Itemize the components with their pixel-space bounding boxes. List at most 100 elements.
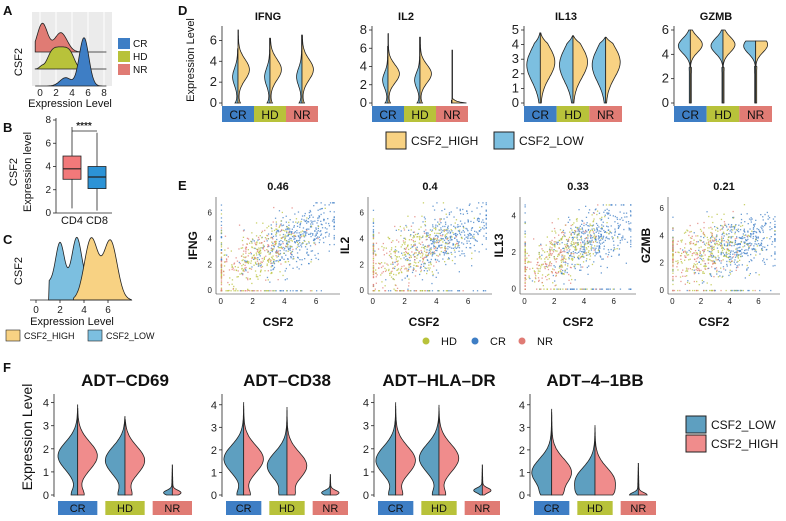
scatter-point bbox=[403, 252, 405, 254]
scatter-point bbox=[740, 237, 742, 239]
violin-f-ytick-1-3: 3 bbox=[211, 422, 217, 434]
scatter-point bbox=[220, 209, 223, 211]
scatter-point bbox=[573, 253, 575, 255]
scatter-point bbox=[430, 258, 432, 261]
scatter-point bbox=[576, 237, 578, 239]
scatter-point bbox=[430, 248, 432, 251]
scatter-point bbox=[403, 257, 405, 259]
scatter-point bbox=[285, 221, 287, 223]
scatter-point bbox=[582, 246, 584, 248]
scatter-point bbox=[717, 251, 720, 253]
scatter-point bbox=[223, 274, 225, 276]
scatter-point bbox=[735, 224, 737, 226]
scatter-point bbox=[574, 232, 576, 234]
scatter-points-cr bbox=[372, 202, 487, 292]
scatter-point bbox=[569, 255, 571, 257]
scatter-point bbox=[267, 279, 269, 281]
scatter-point bbox=[444, 225, 446, 228]
scatter-point bbox=[450, 235, 452, 237]
scatter-point bbox=[282, 229, 284, 231]
scatter-point bbox=[407, 290, 410, 292]
scatter-point bbox=[220, 276, 223, 278]
scatter-point bbox=[308, 254, 310, 256]
scatter-point bbox=[333, 217, 335, 219]
scatter-point bbox=[290, 252, 292, 254]
scatter-point bbox=[681, 239, 683, 241]
scatter-point bbox=[743, 234, 745, 237]
scatter-point bbox=[256, 241, 258, 243]
violin-half-csf2-low bbox=[418, 404, 440, 496]
scatter-point bbox=[261, 231, 263, 234]
scatter-point bbox=[730, 289, 732, 292]
scatter-point bbox=[716, 269, 718, 271]
scatter-point bbox=[570, 258, 573, 260]
scatter-point bbox=[711, 247, 713, 249]
scatter-point bbox=[734, 289, 736, 292]
scatter-point bbox=[573, 255, 575, 257]
scatter-point bbox=[725, 252, 728, 254]
scatter-point bbox=[239, 273, 241, 275]
scatter-point bbox=[711, 245, 713, 248]
scatter-point bbox=[280, 223, 282, 225]
scatter-point bbox=[423, 265, 425, 267]
scatter-point bbox=[559, 243, 561, 245]
scatter-point bbox=[583, 251, 585, 253]
scatter-point bbox=[602, 204, 604, 206]
scatter-point bbox=[754, 248, 756, 250]
scatter-point bbox=[392, 262, 394, 264]
scatter-point bbox=[422, 235, 424, 237]
scatter-point bbox=[600, 235, 603, 238]
scatter-point bbox=[607, 217, 610, 219]
scatter-point bbox=[567, 221, 569, 223]
scatter-point bbox=[485, 217, 487, 220]
scatter-point bbox=[621, 239, 623, 241]
scatter-point bbox=[317, 252, 319, 255]
scatter-point bbox=[739, 259, 741, 261]
scatter-point bbox=[754, 223, 756, 225]
scatter-point bbox=[580, 266, 582, 268]
scatter-point bbox=[608, 238, 610, 240]
scatter-point bbox=[434, 235, 436, 237]
violin-half-csf2-high bbox=[171, 464, 182, 496]
scatter-point bbox=[578, 209, 580, 211]
scatter-point bbox=[458, 230, 461, 232]
scatter-point bbox=[285, 236, 287, 238]
scatter-point bbox=[533, 238, 535, 240]
scatter-point bbox=[255, 257, 257, 259]
scatter-point bbox=[267, 250, 270, 253]
scatter-point bbox=[747, 289, 749, 292]
scatter-point bbox=[710, 284, 712, 286]
scatter-point bbox=[469, 247, 471, 249]
scatter-point bbox=[767, 215, 770, 217]
scatter-point bbox=[461, 250, 463, 252]
scatter-point bbox=[550, 288, 552, 290]
scatter-point bbox=[270, 227, 272, 229]
scatter-point bbox=[435, 246, 437, 248]
scatter-point bbox=[736, 261, 738, 263]
scatter-point bbox=[403, 229, 406, 231]
scatter-point bbox=[447, 232, 449, 234]
scatter-point bbox=[393, 288, 395, 290]
panel-c-density: CSF2 Expression Level CSF2_HIGH CSF2_LOW… bbox=[5, 236, 155, 342]
scatter-point bbox=[713, 240, 716, 242]
scatter-point bbox=[736, 230, 738, 232]
scatter-point bbox=[328, 225, 331, 227]
scatter-point bbox=[447, 248, 449, 250]
scatter-point bbox=[541, 264, 543, 266]
scatter-xtick-3-3: 6 bbox=[756, 297, 761, 306]
scatter-point bbox=[566, 268, 568, 270]
scatter-point bbox=[774, 252, 776, 254]
scatter-point bbox=[604, 209, 606, 211]
scatter-point bbox=[605, 237, 607, 239]
scatter-point bbox=[555, 274, 557, 276]
scatter-point bbox=[308, 242, 310, 244]
scatter-point bbox=[714, 237, 716, 239]
scatter-point bbox=[736, 254, 738, 256]
scatter-point bbox=[630, 204, 632, 206]
scatter-point bbox=[710, 247, 712, 249]
scatter-point bbox=[750, 221, 752, 223]
scatter-point bbox=[689, 224, 691, 227]
scatter-point bbox=[301, 290, 303, 292]
scatter-point bbox=[723, 232, 725, 235]
scatter-point bbox=[702, 258, 705, 260]
